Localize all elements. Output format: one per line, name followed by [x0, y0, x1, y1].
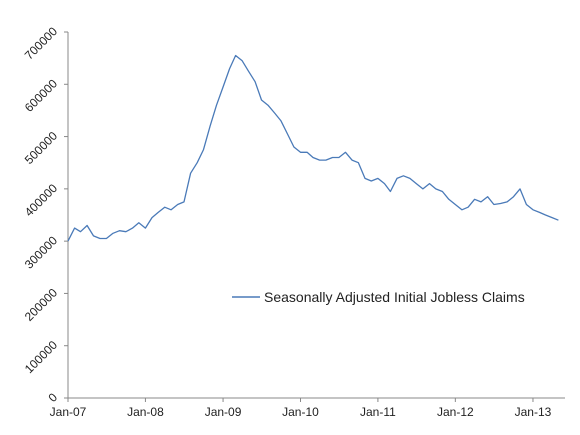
- x-tick-label: Jan-13: [515, 405, 552, 419]
- y-tick-label: 700000: [22, 24, 60, 62]
- y-tick-label: 300000: [22, 233, 60, 271]
- x-tick-label: Jan-10: [282, 405, 319, 419]
- y-tick-label: 600000: [22, 76, 60, 114]
- y-axis-ticks: 0 100000 200000 300000 400000 500000 600000 700…: [22, 24, 68, 405]
- y-tick-label: 400000: [22, 181, 60, 219]
- x-axis-ticks: Jan-07 Jan-08 Jan-09 Jan-10 Jan-11 Jan-12 Jan-…: [50, 398, 552, 419]
- y-tick-label: 200000: [22, 285, 60, 323]
- x-tick-label: Jan-12: [437, 405, 474, 419]
- y-tick-label: 0: [45, 390, 60, 405]
- legend: Seasonally Adjusted Initial Jobless Clai…: [232, 289, 525, 305]
- x-tick-label: Jan-09: [205, 405, 242, 419]
- chart-axes: [67, 32, 565, 399]
- x-tick-label: Jan-11: [360, 405, 396, 419]
- x-tick-label: Jan-07: [50, 405, 87, 419]
- series-line: [67, 54, 559, 242]
- legend-label: Seasonally Adjusted Initial Jobless Clai…: [264, 289, 525, 305]
- y-tick-label: 100000: [22, 338, 60, 376]
- x-tick-label: Jan-08: [127, 405, 164, 419]
- y-tick-label: 500000: [22, 129, 60, 167]
- series-group: [67, 54, 559, 242]
